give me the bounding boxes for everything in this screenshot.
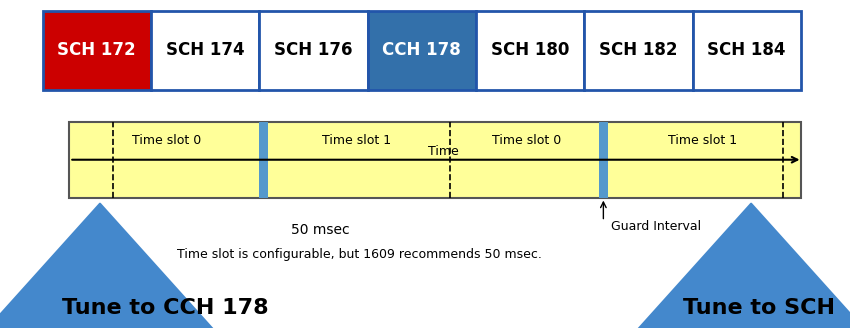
Text: SCH 184: SCH 184 <box>707 41 786 59</box>
Bar <box>476 11 584 90</box>
Text: Tune to CCH 178: Tune to CCH 178 <box>62 298 269 318</box>
Bar <box>70 122 801 198</box>
Text: CCH 178: CCH 178 <box>382 41 461 59</box>
Text: Time slot 1: Time slot 1 <box>667 134 737 147</box>
Bar <box>584 11 693 90</box>
Bar <box>367 11 476 90</box>
Text: Time slot 0: Time slot 0 <box>492 134 561 147</box>
Text: Time slot 0: Time slot 0 <box>132 134 201 147</box>
Text: SCH 182: SCH 182 <box>599 41 677 59</box>
Bar <box>150 11 259 90</box>
Text: Guard Interval: Guard Interval <box>611 220 701 233</box>
Bar <box>42 11 150 90</box>
Text: SCH 174: SCH 174 <box>166 41 244 59</box>
Text: Time slot 1: Time slot 1 <box>322 134 391 147</box>
Text: SCH 172: SCH 172 <box>58 41 136 59</box>
Text: SCH 180: SCH 180 <box>490 41 570 59</box>
Text: Tune to SCH: Tune to SCH <box>683 298 835 318</box>
Text: SCH 176: SCH 176 <box>274 41 353 59</box>
Bar <box>598 122 608 198</box>
Bar <box>259 11 367 90</box>
Text: Time: Time <box>428 145 458 158</box>
Bar <box>258 122 268 198</box>
Text: 50 msec: 50 msec <box>292 223 350 237</box>
Text: Time slot is configurable, but 1609 recommends 50 msec.: Time slot is configurable, but 1609 reco… <box>177 248 541 261</box>
Bar <box>693 11 801 90</box>
